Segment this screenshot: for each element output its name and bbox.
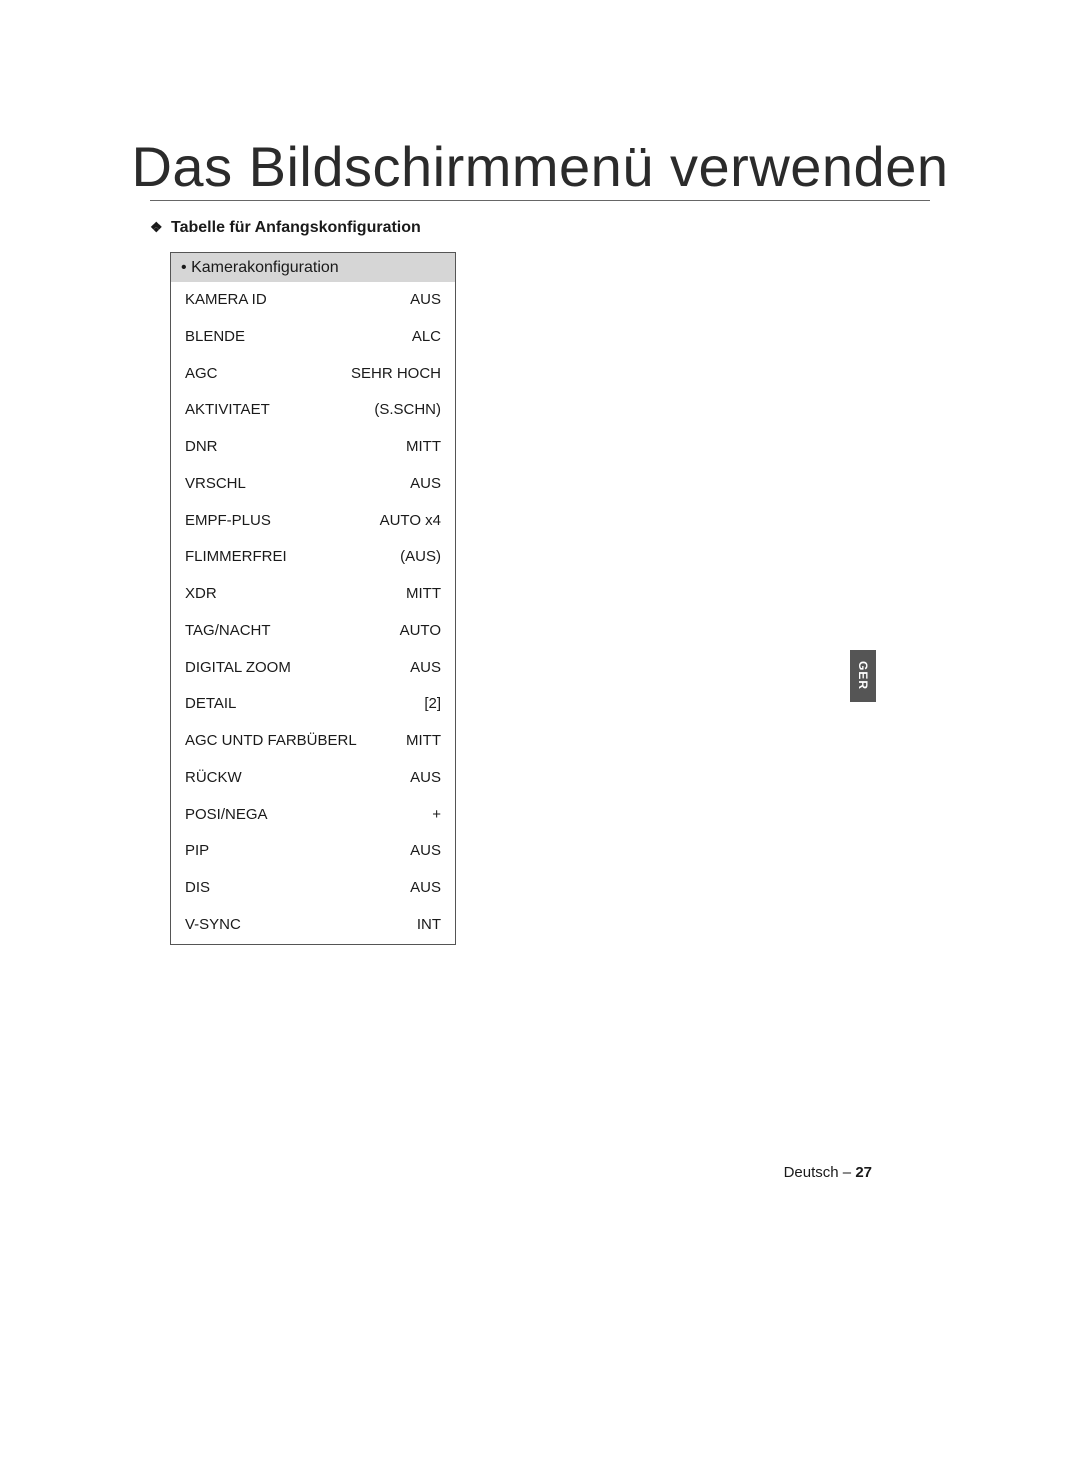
setting-label: PIP [185, 842, 209, 861]
setting-label: AKTIVITAET [185, 401, 270, 420]
setting-value: MITT [406, 732, 441, 751]
setting-label: DIS [185, 879, 210, 898]
setting-value: MITT [406, 438, 441, 457]
subtitle-text: Tabelle für Anfangskonfiguration [171, 219, 421, 236]
table-row: AKTIVITAET (S.SCHN) [171, 392, 455, 429]
table-row: KAMERA ID AUS [171, 282, 455, 319]
setting-value: AUS [410, 842, 441, 861]
table-row: DIGITAL ZOOM AUS [171, 650, 455, 687]
fleuron-icon: ❖ [150, 219, 163, 236]
setting-label: AGC [185, 365, 218, 384]
bullet-icon: • [181, 259, 187, 276]
footer-page-number: 27 [855, 1164, 872, 1181]
setting-value: ALC [412, 328, 441, 347]
config-table: • Kamerakonfiguration KAMERA ID AUS BLENDE… [170, 252, 456, 945]
subtitle-row: ❖ Tabelle für Anfangskonfiguration [150, 219, 421, 237]
setting-value: AUTO x4 [380, 512, 441, 531]
table-row: AGC SEHR HOCH [171, 356, 455, 393]
setting-label: FLIMMERFREI [185, 548, 287, 567]
setting-label: KAMERA ID [185, 291, 267, 310]
setting-label: TAG/NACHT [185, 622, 271, 641]
table-row: TAG/NACHT AUTO [171, 613, 455, 650]
footer-separator: – [843, 1164, 851, 1181]
setting-value: AUS [410, 291, 441, 310]
setting-label: DNR [185, 438, 218, 457]
setting-label: VRSCHL [185, 475, 246, 494]
setting-value: AUS [410, 659, 441, 678]
table-row: DETAIL [2] [171, 686, 455, 723]
table-row: BLENDE ALC [171, 319, 455, 356]
setting-value: AUS [410, 475, 441, 494]
setting-value: SEHR HOCH [351, 365, 441, 384]
setting-value: (S.SCHN) [374, 401, 441, 420]
config-table-header: • Kamerakonfiguration [171, 253, 455, 282]
setting-label: POSI/NEGA [185, 806, 268, 825]
manual-page: Das Bildschirmmenü verwenden ❖ Tabelle f… [0, 0, 1080, 1476]
table-row: XDR MITT [171, 576, 455, 613]
setting-label: DETAIL [185, 695, 236, 714]
setting-value: (AUS) [400, 548, 441, 567]
setting-value: [2] [424, 695, 441, 714]
table-row: RÜCKW AUS [171, 760, 455, 797]
setting-label: BLENDE [185, 328, 245, 347]
table-row: VRSCHL AUS [171, 466, 455, 503]
setting-value: MITT [406, 585, 441, 604]
config-table-body: KAMERA ID AUS BLENDE ALC AGC SEHR HOCH AKTIVIT… [171, 282, 455, 944]
setting-label: DIGITAL ZOOM [185, 659, 291, 678]
setting-label: EMPF-PLUS [185, 512, 271, 531]
table-row: DIS AUS [171, 870, 455, 907]
table-row: EMPF-PLUS AUTO x4 [171, 503, 455, 540]
setting-value: + [432, 806, 441, 825]
page-footer: Deutsch – 27 [784, 1164, 872, 1181]
setting-label: V-SYNC [185, 916, 241, 935]
setting-label: AGC UNTD FARBÜBERL [185, 732, 357, 751]
config-table-header-text: Kamerakonfiguration [191, 259, 339, 276]
setting-label: RÜCKW [185, 769, 242, 788]
table-row: FLIMMERFREI (AUS) [171, 539, 455, 576]
language-tab: GER [850, 650, 876, 702]
setting-label: XDR [185, 585, 217, 604]
setting-value: AUTO [400, 622, 441, 641]
table-row: AGC UNTD FARBÜBERL MITT [171, 723, 455, 760]
setting-value: AUS [410, 769, 441, 788]
table-row: DNR MITT [171, 429, 455, 466]
page-title: Das Bildschirmmenü verwenden [0, 134, 1080, 199]
setting-value: AUS [410, 879, 441, 898]
table-row: POSI/NEGA + [171, 797, 455, 834]
title-underline [150, 200, 930, 201]
table-row: PIP AUS [171, 833, 455, 870]
footer-language: Deutsch [784, 1164, 839, 1181]
setting-value: INT [417, 916, 441, 935]
table-row: V-SYNC INT [171, 907, 455, 944]
